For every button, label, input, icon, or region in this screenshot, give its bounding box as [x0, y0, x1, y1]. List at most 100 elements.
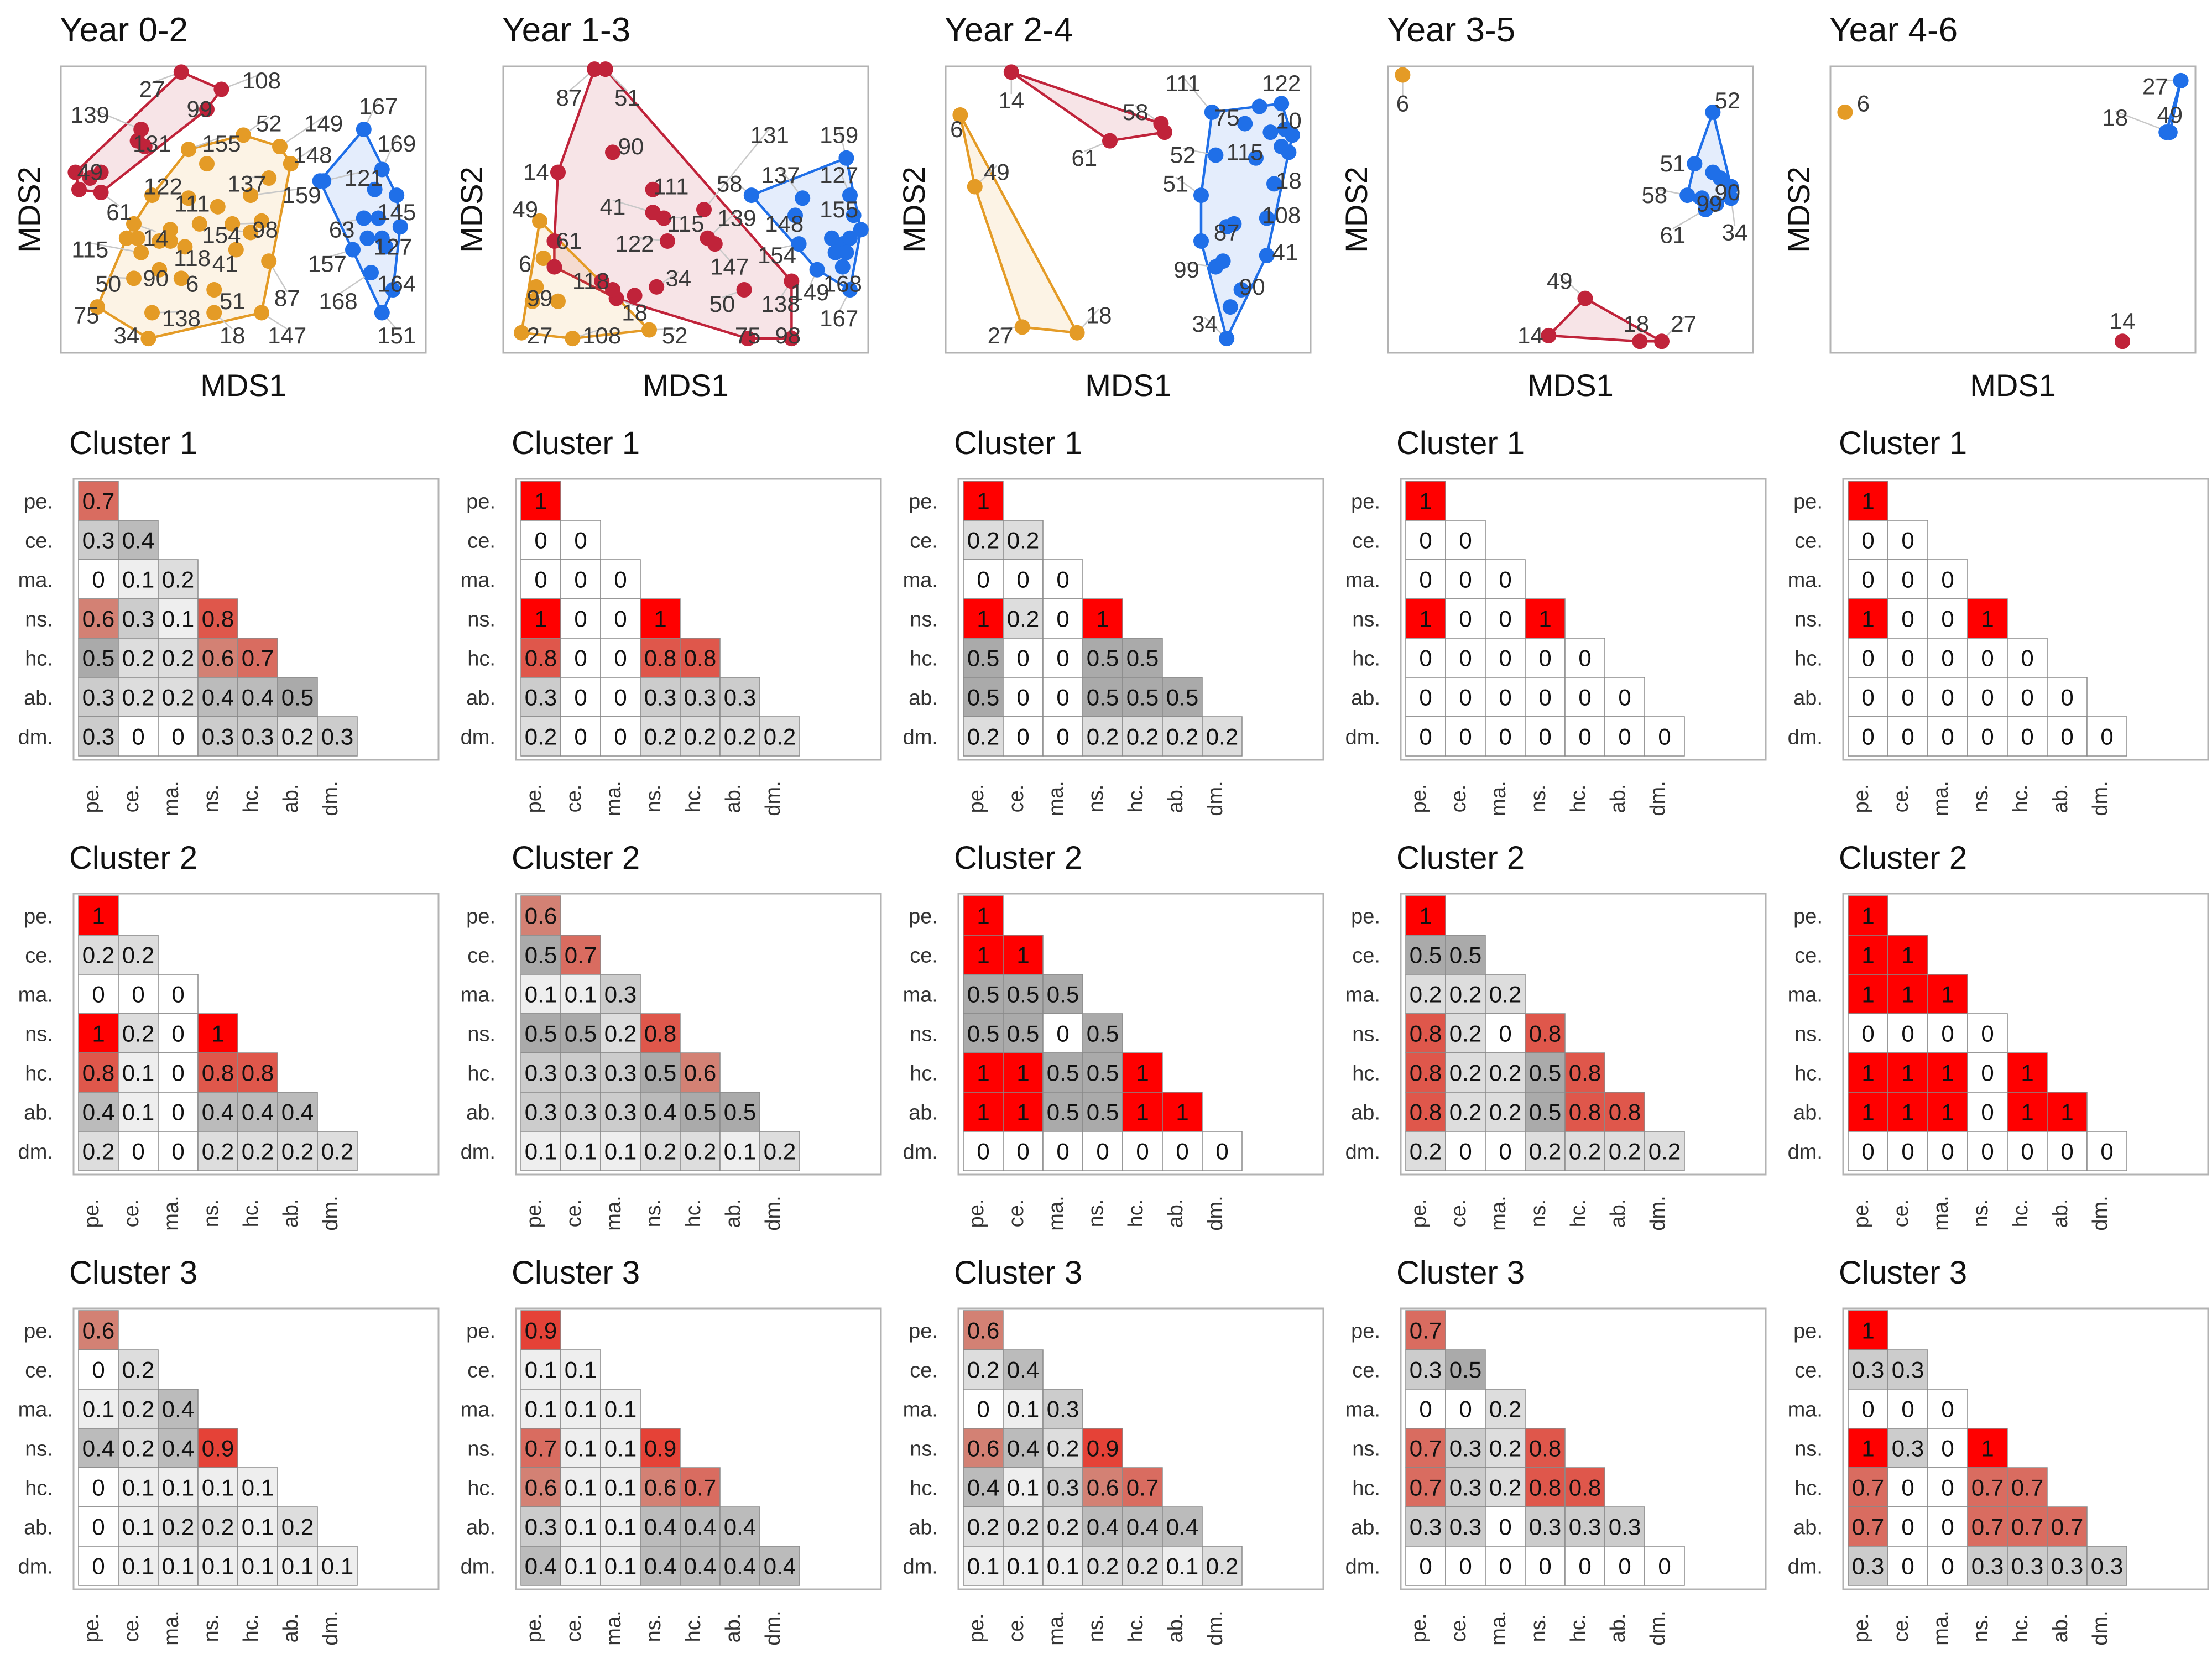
cell-value: 0	[1459, 685, 1472, 711]
cell-value: 0	[1901, 645, 1914, 671]
cell-value: 0	[92, 1475, 105, 1501]
matrix-cell	[2007, 1506, 2048, 1547]
cell-value: 0.2	[162, 1514, 194, 1540]
matrix-cell	[963, 716, 1004, 757]
point-label: 98	[252, 216, 278, 242]
cell-value: 0.3	[82, 685, 114, 711]
mds-ylabel: MDS2	[1781, 166, 1816, 253]
cell-value: 0.4	[764, 1553, 796, 1579]
cell-value: 0	[2060, 724, 2073, 750]
matrix-cell	[1887, 1131, 1928, 1171]
cell-value: 0.2	[1047, 1514, 1079, 1540]
col-label: ce.	[1005, 1614, 1028, 1642]
cell-value: 0.5	[1087, 685, 1119, 711]
matrix-cell	[197, 638, 238, 678]
matrix-cell	[759, 1131, 800, 1171]
cell-value: 0	[171, 1099, 184, 1125]
matrix-cell	[1405, 1013, 1446, 1053]
cluster-title: Cluster 1	[512, 425, 640, 461]
cell-value: 0.3	[1569, 1514, 1601, 1540]
cluster-title: Cluster 2	[954, 840, 1082, 876]
matrix-cell	[1644, 1131, 1685, 1171]
point-label: 6	[519, 251, 531, 276]
cell-value: 0.4	[82, 1099, 114, 1125]
col-label: dm.	[1204, 1610, 1227, 1645]
cell-value: 0.5	[1449, 942, 1481, 968]
cell-value: 0.2	[967, 1514, 999, 1540]
matrix-cell	[1848, 638, 1888, 678]
matrix-cell	[1445, 1428, 1486, 1468]
matrix-cell	[1042, 1546, 1083, 1586]
cell-value: 0.5	[1410, 942, 1442, 968]
cluster-title: Cluster 1	[1396, 425, 1525, 461]
point-label: 157	[308, 251, 347, 276]
col-label: pe.	[80, 1614, 103, 1643]
mds-point	[206, 305, 222, 321]
cell-value: 0	[977, 1396, 989, 1422]
cell-value: 0	[1016, 1139, 1029, 1165]
row-label: ns.	[910, 608, 938, 632]
matrix-cell	[1604, 1131, 1645, 1171]
cell-value: 0	[1578, 685, 1591, 711]
mds-point	[345, 242, 361, 258]
matrix-cell	[1967, 1506, 2008, 1547]
mds-point	[144, 187, 160, 204]
matrix-cell	[78, 520, 119, 560]
mds-point	[363, 264, 379, 280]
cell-value: 0	[1861, 685, 1874, 711]
matrix-cell	[1604, 1546, 1645, 1586]
matrix-cell	[1887, 974, 1928, 1014]
row-label: ab.	[1351, 1102, 1380, 1125]
matrix-cell	[78, 638, 119, 678]
mds-point	[1654, 333, 1670, 349]
mds-point	[1285, 127, 1300, 143]
matrix-cell	[1042, 974, 1083, 1014]
cell-value: 0	[92, 1357, 105, 1383]
cell-value: 0.8	[242, 1060, 274, 1086]
matrix-cell	[1162, 1546, 1203, 1586]
mds-point	[1193, 187, 1209, 204]
cell-value: 0.2	[1489, 1060, 1521, 1086]
col-label: pe.	[1850, 1614, 1873, 1643]
cluster-title: Cluster 3	[512, 1255, 640, 1291]
matrix-cell	[277, 716, 318, 757]
col-label: pe.	[1850, 1199, 1873, 1228]
mds-point	[546, 233, 562, 249]
mds-point	[225, 216, 241, 232]
mds-point	[838, 150, 854, 166]
cell-value: 0.1	[604, 1553, 637, 1579]
matrix-cell	[158, 974, 199, 1014]
mds-point	[1222, 299, 1238, 315]
cell-value: 0.2	[82, 1139, 114, 1165]
cell-value: 1	[1538, 606, 1551, 632]
mds-point	[736, 282, 752, 298]
point-label: 127	[820, 162, 858, 188]
cell-value: 0.7	[242, 645, 274, 671]
cell-value: 0	[92, 567, 105, 593]
cell-value: 0.5	[644, 1060, 676, 1086]
point-label: 115	[667, 211, 705, 237]
matrix-cell	[1003, 1013, 1044, 1053]
col-label: ce.	[120, 785, 143, 813]
cell-value: 0.3	[82, 528, 114, 554]
matrix-cell	[1525, 1467, 1566, 1507]
matrix-cell	[1485, 1546, 1526, 1586]
cell-value: 0	[1499, 606, 1511, 632]
row-label: hc.	[1352, 1062, 1380, 1086]
matrix-cell	[680, 716, 721, 757]
cell-value: 0.5	[1449, 1357, 1481, 1383]
cell-value: 0.3	[82, 724, 114, 750]
cell-value: 0.5	[967, 1021, 999, 1047]
cell-value: 0	[1981, 645, 1994, 671]
cell-value: 0.4	[202, 685, 234, 711]
cell-value: 0.3	[1609, 1514, 1641, 1540]
cell-value: 0	[1901, 1396, 1914, 1422]
cell-value: 0.7	[82, 488, 114, 514]
col-label: ab.	[279, 1199, 302, 1228]
row-label: ce.	[467, 1359, 495, 1383]
cell-value: 0	[2021, 1139, 2033, 1165]
matrix-cell	[1122, 1131, 1163, 1171]
cell-value: 0.3	[525, 685, 557, 711]
cell-value: 0.4	[162, 1396, 194, 1422]
cell-value: 0	[614, 606, 627, 632]
